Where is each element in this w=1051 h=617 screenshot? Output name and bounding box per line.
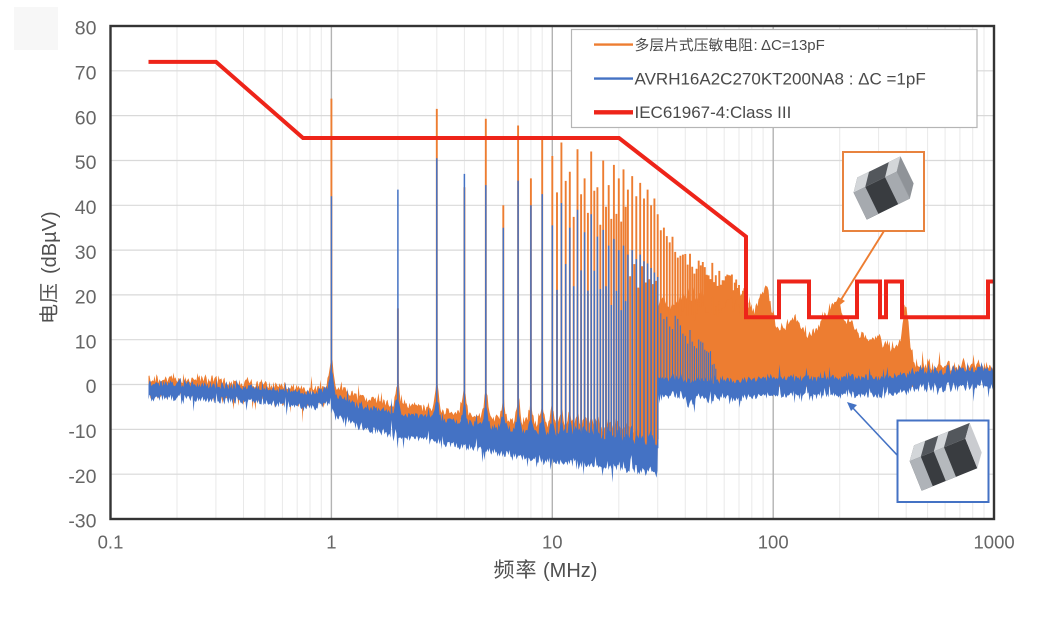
svg-text:50: 50 [75, 152, 97, 174]
svg-text:1000: 1000 [974, 532, 1015, 553]
svg-text:20: 20 [75, 287, 97, 309]
svg-text:100: 100 [758, 532, 789, 553]
svg-text:10: 10 [542, 532, 563, 553]
svg-text:-20: -20 [68, 466, 96, 488]
svg-text:30: 30 [75, 242, 97, 264]
svg-text:(dBµV): (dBµV) [39, 211, 61, 274]
svg-text:60: 60 [75, 107, 97, 129]
svg-text:AVRH16A2C270KT200NA8 : ΔC =1pF: AVRH16A2C270KT200NA8 : ΔC =1pF [635, 70, 926, 89]
svg-text:-30: -30 [68, 511, 96, 533]
svg-text:40: 40 [75, 197, 97, 219]
svg-text:IEC61967-4:Class III: IEC61967-4:Class III [635, 103, 792, 122]
svg-text:-10: -10 [68, 421, 96, 443]
svg-text:: ΔC=13pF: : ΔC=13pF [754, 37, 825, 54]
svg-text:0: 0 [86, 376, 97, 398]
svg-text:10: 10 [75, 331, 97, 353]
svg-text:80: 80 [75, 18, 97, 40]
svg-text:(MHz): (MHz) [543, 560, 597, 582]
svg-text:70: 70 [75, 63, 97, 85]
svg-text:0.1: 0.1 [98, 532, 124, 553]
svg-text:1: 1 [326, 532, 336, 553]
